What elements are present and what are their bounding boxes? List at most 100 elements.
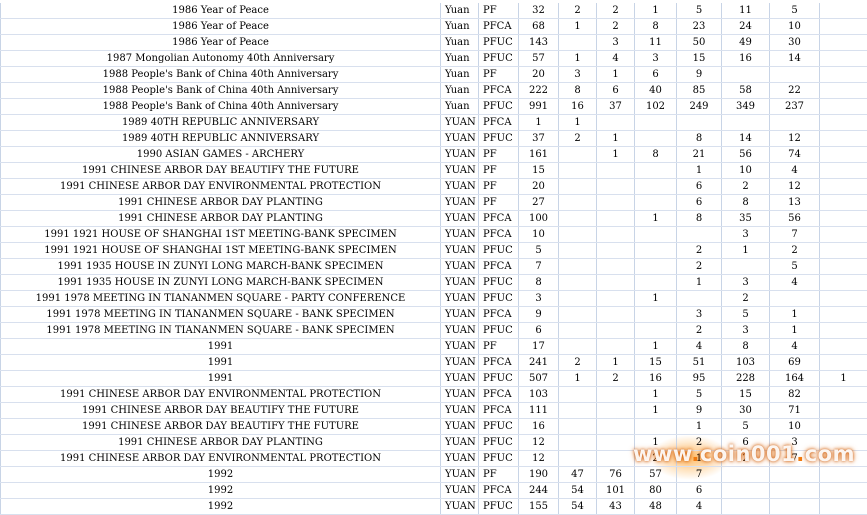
grade-count-cell: [559, 179, 597, 195]
grade-count-cell: 49: [722, 35, 770, 51]
grade-count-cell: [820, 483, 867, 499]
currency-cell: YUAN: [441, 467, 479, 483]
total-count-cell: 143: [519, 35, 559, 51]
grade-count-cell: 1: [597, 131, 635, 147]
grade-count-cell: [820, 259, 867, 275]
grade-count-cell: [820, 291, 867, 307]
grade-count-cell: [770, 483, 820, 499]
coin-name-cell: 1990 ASIAN GAMES - ARCHERY: [1, 147, 441, 163]
grade-count-cell: [635, 179, 677, 195]
coin-name-cell: 1991 CHINESE ARBOR DAY ENVIRONMENTAL PRO…: [1, 179, 441, 195]
currency-cell: YUAN: [441, 147, 479, 163]
grade-count-cell: 1: [559, 115, 597, 131]
grade-type-cell: PFCA: [479, 483, 519, 499]
coin-name-cell: 1992: [1, 499, 441, 515]
grade-count-cell: 4: [770, 339, 820, 355]
currency-cell: YUAN: [441, 163, 479, 179]
total-count-cell: 10: [519, 227, 559, 243]
table-row: 1991 CHINESE ARBOR DAY BEAUTIFY THE FUTU…: [1, 419, 867, 435]
grade-count-cell: 101: [597, 483, 635, 499]
grade-count-cell: [597, 403, 635, 419]
grade-count-cell: [677, 227, 722, 243]
grade-count-cell: 1: [677, 163, 722, 179]
grade-count-cell: 3: [722, 227, 770, 243]
grade-count-cell: 10: [770, 19, 820, 35]
grade-type-cell: PFUC: [479, 243, 519, 259]
grade-count-cell: 2: [677, 243, 722, 259]
grade-count-cell: 23: [677, 19, 722, 35]
total-count-cell: 37: [519, 131, 559, 147]
total-count-cell: 190: [519, 467, 559, 483]
coin-name-cell: 1988 People's Bank of China 40th Anniver…: [1, 83, 441, 99]
currency-cell: YUAN: [441, 227, 479, 243]
total-count-cell: 111: [519, 403, 559, 419]
grade-count-cell: [635, 259, 677, 275]
watermark-logo: www.coin001.com: [633, 442, 855, 466]
coin-name-cell: 1991 CHINESE ARBOR DAY ENVIRONMENTAL PRO…: [1, 387, 441, 403]
grade-count-cell: [820, 147, 867, 163]
coin-name-cell: 1991 1978 MEETING IN TIANANMEN SQUARE - …: [1, 323, 441, 339]
grade-type-cell: PFCA: [479, 115, 519, 131]
grade-count-cell: 80: [635, 483, 677, 499]
coin-name-cell: 1991 1978 MEETING IN TIANANMEN SQUARE - …: [1, 291, 441, 307]
grade-count-cell: [597, 323, 635, 339]
grade-count-cell: 2: [722, 179, 770, 195]
grade-count-cell: [635, 419, 677, 435]
grade-count-cell: 57: [635, 467, 677, 483]
grade-count-cell: [820, 227, 867, 243]
grade-count-cell: 21: [677, 147, 722, 163]
grade-count-cell: 10: [770, 419, 820, 435]
grade-count-cell: 3: [559, 67, 597, 83]
grade-count-cell: 14: [770, 51, 820, 67]
grade-count-cell: 8: [559, 83, 597, 99]
grade-type-cell: PFUC: [479, 35, 519, 51]
grade-type-cell: PFCA: [479, 355, 519, 371]
grade-count-cell: 48: [635, 499, 677, 515]
grade-type-cell: PFCA: [479, 403, 519, 419]
coin-name-cell: 1992: [1, 467, 441, 483]
grade-count-cell: [820, 275, 867, 291]
grade-count-cell: [635, 275, 677, 291]
grade-count-cell: 7: [770, 227, 820, 243]
grade-type-cell: PFUC: [479, 291, 519, 307]
grade-count-cell: [820, 387, 867, 403]
currency-cell: Yuan: [441, 83, 479, 99]
grade-count-cell: [820, 19, 867, 35]
grade-count-cell: [635, 227, 677, 243]
currency-cell: Yuan: [441, 19, 479, 35]
grade-count-cell: 237: [770, 99, 820, 115]
coin-name-cell: 1989 40TH REPUBLIC ANNIVERSARY: [1, 131, 441, 147]
currency-cell: YUAN: [441, 499, 479, 515]
grade-count-cell: [820, 467, 867, 483]
grade-count-cell: 5: [677, 3, 722, 19]
grade-count-cell: 1: [635, 339, 677, 355]
grade-count-cell: [770, 67, 820, 83]
grade-count-cell: 164: [770, 371, 820, 387]
currency-cell: YUAN: [441, 387, 479, 403]
grade-count-cell: 11: [635, 35, 677, 51]
total-count-cell: 507: [519, 371, 559, 387]
grade-type-cell: PFCA: [479, 387, 519, 403]
grade-count-cell: 2: [559, 3, 597, 19]
coin-name-cell: 1991 CHINESE ARBOR DAY PLANTING: [1, 435, 441, 451]
grade-count-cell: [820, 243, 867, 259]
grade-type-cell: PFUC: [479, 499, 519, 515]
grade-count-cell: 2: [677, 259, 722, 275]
grade-type-cell: PF: [479, 147, 519, 163]
grade-count-cell: [770, 467, 820, 483]
grade-count-cell: 8: [677, 211, 722, 227]
grade-count-cell: [559, 211, 597, 227]
grade-count-cell: 85: [677, 83, 722, 99]
grade-count-cell: 8: [722, 195, 770, 211]
grade-count-cell: 4: [677, 499, 722, 515]
grade-count-cell: 43: [597, 499, 635, 515]
grade-count-cell: [597, 179, 635, 195]
total-count-cell: 100: [519, 211, 559, 227]
grade-count-cell: 15: [677, 51, 722, 67]
total-count-cell: 68: [519, 19, 559, 35]
